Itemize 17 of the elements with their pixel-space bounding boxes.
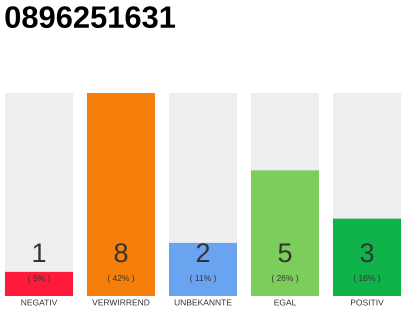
x-tick-label: EGAL xyxy=(274,300,296,306)
x-tick-label: NEGATIV xyxy=(21,300,58,306)
annotation: 2 xyxy=(196,243,210,262)
data-label: ( 5% ) xyxy=(28,274,50,283)
bar xyxy=(4,272,74,296)
data-label: ( 11% ) xyxy=(190,274,216,283)
data-label: ( 16% ) xyxy=(354,274,380,283)
data-label: ( 26% ) xyxy=(272,274,298,283)
x-tick-label: VERWIRREND xyxy=(92,300,150,306)
x-tick-label: POSITIV xyxy=(350,300,384,306)
data-label: ( 42% ) xyxy=(108,274,134,283)
annotation: 3 xyxy=(360,243,374,262)
chart-title: 0896251631 xyxy=(5,6,176,28)
annotation: 8 xyxy=(114,243,128,262)
annotation: 5 xyxy=(278,243,292,262)
annotation: 1 xyxy=(34,243,46,262)
x-tick-label: UNBEKANNTE xyxy=(174,300,232,306)
